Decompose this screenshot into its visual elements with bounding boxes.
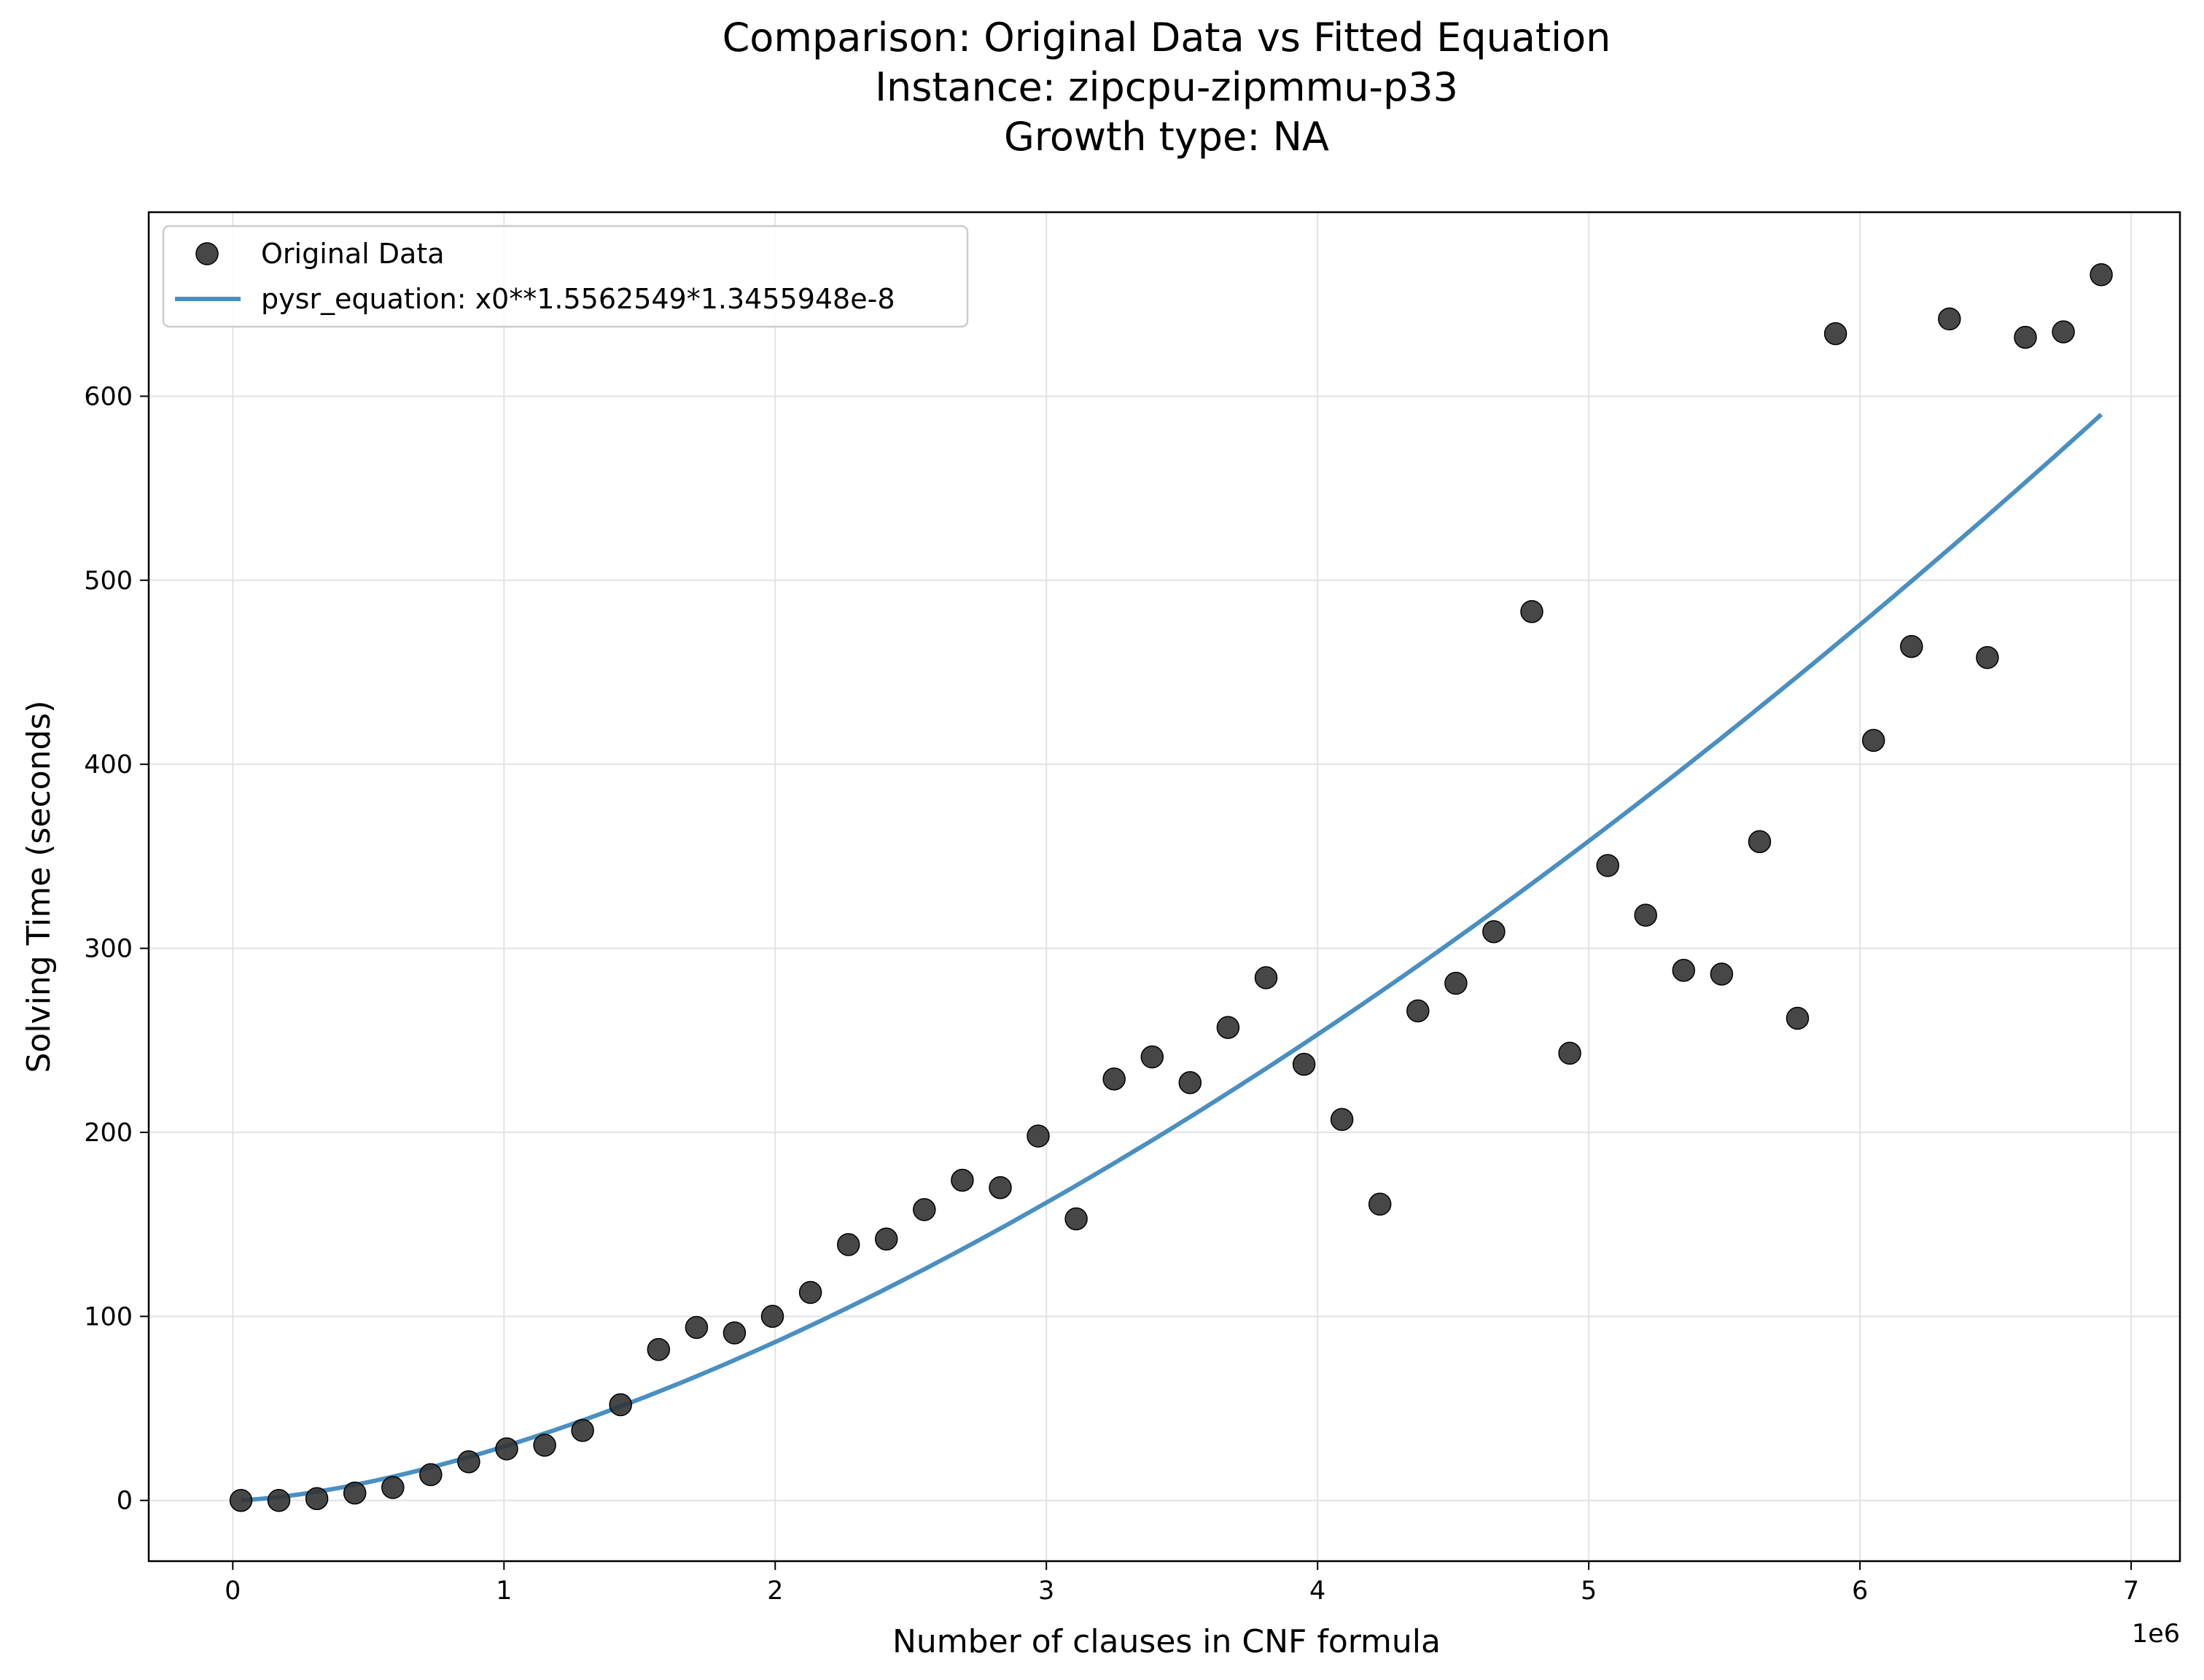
chart-title: Comparison: Original Data vs Fitted Equa…: [723, 15, 1611, 160]
data-point: [1330, 1108, 1354, 1132]
y-axis-label: Solving Time (seconds): [20, 701, 58, 1073]
title-line-3: Growth type: NA: [1004, 114, 1329, 160]
data-point: [1216, 1016, 1240, 1039]
data-point: [760, 1304, 784, 1329]
plot-frame: [147, 211, 2181, 1563]
x-tick-label: 0: [225, 1576, 241, 1606]
data-point: [1672, 959, 1696, 982]
grid: [149, 212, 2180, 1561]
title-line-1: Comparison: Original Data vs Fitted Equa…: [723, 15, 1611, 61]
data-point: [1027, 1124, 1050, 1148]
data-point: [723, 1321, 747, 1345]
data-point: [1900, 634, 1923, 658]
legend-box: [162, 225, 969, 328]
x-tick-label: 7: [2123, 1576, 2139, 1606]
data-point: [913, 1198, 936, 1221]
data-point: [1406, 999, 1430, 1023]
data-point: [951, 1168, 974, 1192]
data-point: [1861, 728, 1885, 752]
data-point: [1292, 1052, 1316, 1076]
y-tick-label: 200: [84, 1119, 133, 1148]
data-point: [2052, 320, 2075, 343]
fit-line: [241, 413, 2103, 1503]
x-tick-label: 2: [767, 1576, 783, 1606]
legend-marker-original-data: [195, 242, 219, 265]
data-point: [381, 1476, 405, 1499]
data-point: [419, 1463, 443, 1487]
data-point: [1064, 1207, 1088, 1231]
axis-ticks: 0 1 2 3 4 5 6 7 0 100 200 300 400 500 600: [84, 382, 2139, 1606]
data-point: [1178, 1071, 1202, 1094]
y-tick-label: 500: [84, 567, 133, 596]
data-point: [1368, 1192, 1392, 1216]
data-point: [229, 1488, 253, 1512]
data-point: [1976, 646, 1999, 669]
data-point: [457, 1450, 480, 1474]
x-tick-label: 3: [1038, 1576, 1054, 1606]
data-point: [1444, 971, 1468, 995]
data-point: [267, 1488, 291, 1512]
data-point: [1102, 1067, 1126, 1091]
data-point: [1558, 1041, 1581, 1065]
data-point: [1520, 599, 1543, 623]
data-point: [1823, 322, 1847, 346]
x-axis-offset-label: 1e6: [2132, 1619, 2180, 1649]
data-point: [836, 1233, 860, 1256]
data-point: [1596, 854, 1619, 877]
data-point: [571, 1419, 594, 1442]
data-point: [647, 1338, 671, 1361]
data-point: [685, 1315, 709, 1339]
y-tick-label: 0: [117, 1487, 133, 1516]
data-point: [1710, 962, 1734, 986]
data-point: [609, 1393, 632, 1417]
data-point: [1938, 307, 1961, 331]
legend-label-original-data: Original Data: [261, 238, 445, 270]
data-point: [1786, 1006, 1810, 1030]
y-tick-label: 100: [84, 1302, 133, 1331]
data-point: [1254, 966, 1278, 989]
y-tick-label: 600: [84, 382, 133, 411]
fit-line-layer: [241, 413, 2103, 1503]
data-point: [798, 1280, 822, 1304]
scatter-points: [229, 263, 2113, 1512]
x-tick-label: 6: [1852, 1576, 1868, 1606]
data-point: [1140, 1045, 1164, 1069]
legend: Original Data pysr_equation: x0**1.55625…: [162, 225, 969, 328]
data-point: [1634, 903, 1657, 927]
data-point: [874, 1227, 898, 1251]
data-point: [2014, 325, 2037, 349]
data-point: [533, 1434, 556, 1457]
x-tick-label: 1: [496, 1576, 512, 1606]
x-tick-label: 5: [1581, 1576, 1597, 1606]
title-line-2: Instance: zipcpu-zipmmu-p33: [875, 64, 1458, 110]
data-point: [2090, 263, 2113, 287]
y-tick-label: 300: [84, 935, 133, 964]
data-point: [1748, 830, 1772, 853]
x-axis-label: Number of clauses in CNF formula: [892, 1623, 1441, 1660]
y-tick-label: 400: [84, 750, 133, 779]
data-point: [343, 1481, 367, 1505]
data-point: [305, 1487, 329, 1510]
legend-label-fit: pysr_equation: x0**1.5562549*1.3455948e-…: [261, 283, 895, 315]
data-point: [495, 1437, 518, 1461]
data-point: [1482, 920, 1506, 944]
data-point: [989, 1175, 1012, 1199]
x-tick-label: 4: [1309, 1576, 1325, 1606]
